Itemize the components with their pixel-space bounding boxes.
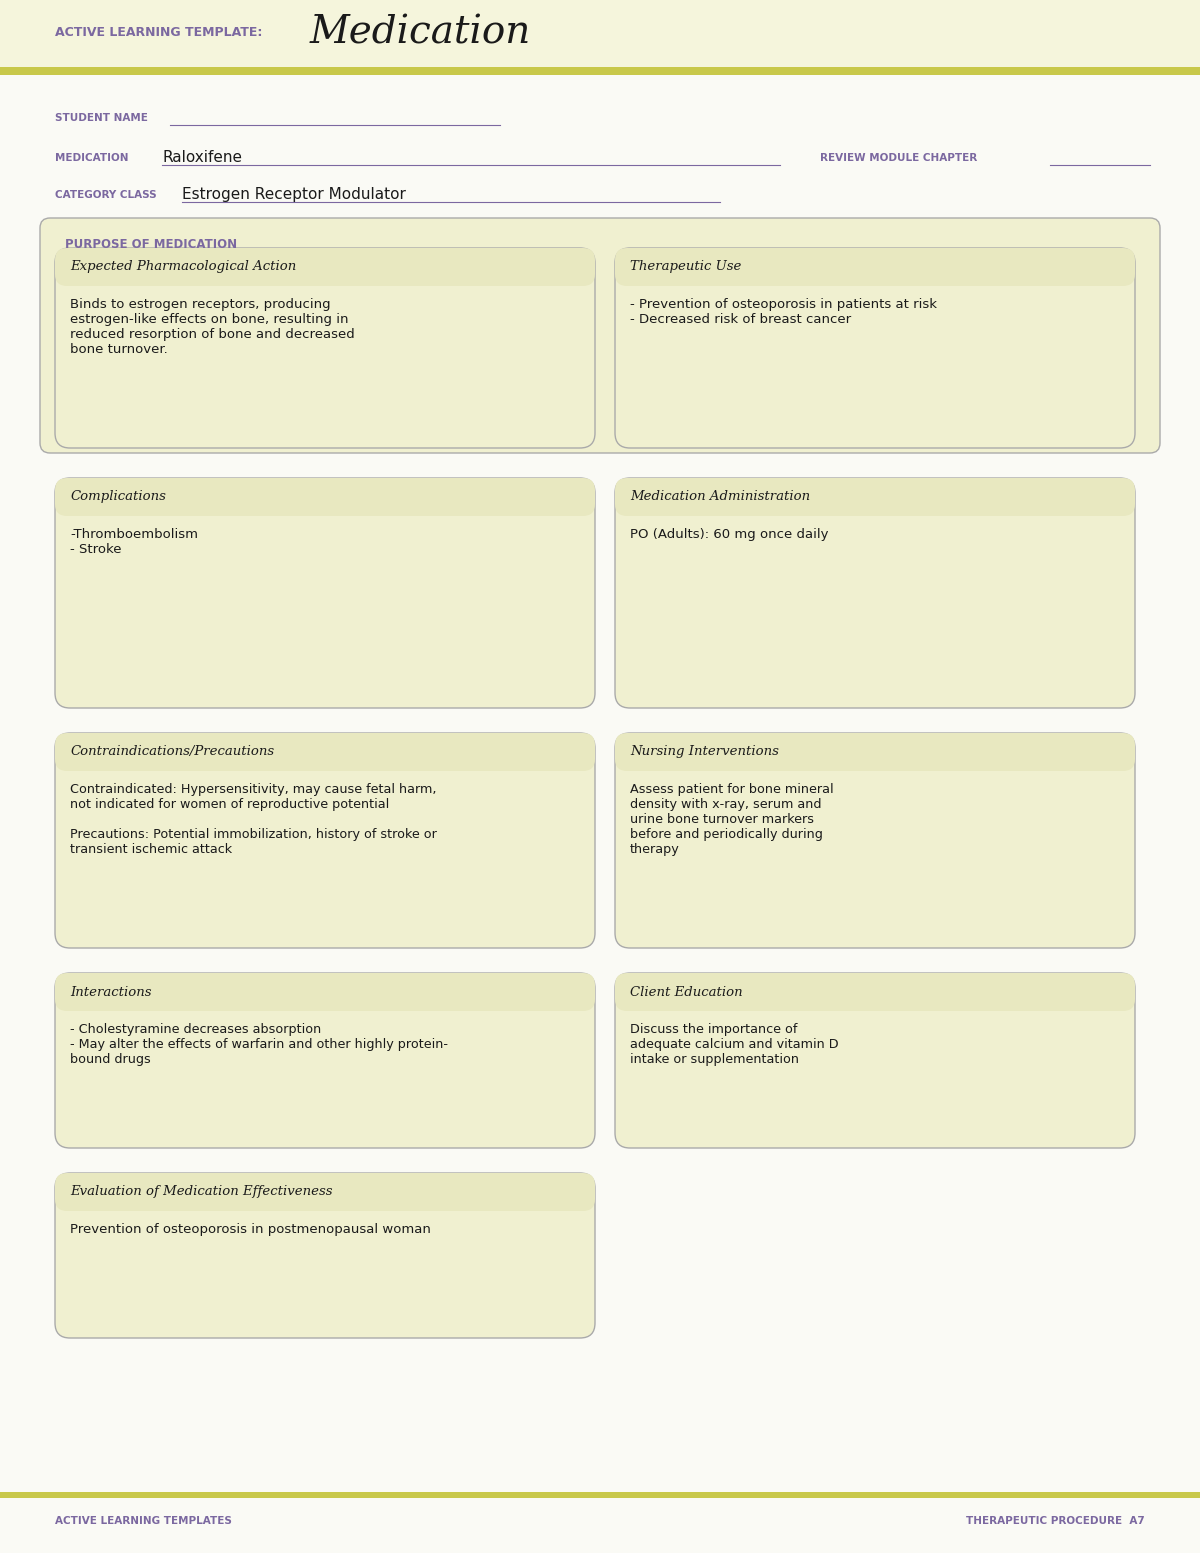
Text: Discuss the importance of
adequate calcium and vitamin D
intake or supplementati: Discuss the importance of adequate calci…	[630, 1023, 839, 1065]
FancyBboxPatch shape	[0, 0, 1200, 73]
FancyBboxPatch shape	[55, 1173, 595, 1211]
FancyBboxPatch shape	[55, 733, 595, 770]
FancyBboxPatch shape	[616, 248, 1135, 286]
FancyBboxPatch shape	[55, 248, 595, 286]
Text: Medication: Medication	[310, 14, 532, 51]
FancyBboxPatch shape	[0, 67, 1200, 75]
FancyBboxPatch shape	[616, 478, 1135, 516]
FancyBboxPatch shape	[0, 75, 1200, 1553]
Text: PURPOSE OF MEDICATION: PURPOSE OF MEDICATION	[65, 238, 238, 252]
Text: ACTIVE LEARNING TEMPLATE:: ACTIVE LEARNING TEMPLATE:	[55, 26, 263, 39]
Text: Complications: Complications	[70, 491, 166, 503]
FancyBboxPatch shape	[616, 248, 1135, 447]
Text: ACTIVE LEARNING TEMPLATES: ACTIVE LEARNING TEMPLATES	[55, 1516, 232, 1527]
Text: REVIEW MODULE CHAPTER: REVIEW MODULE CHAPTER	[820, 154, 977, 163]
FancyBboxPatch shape	[616, 478, 1135, 708]
FancyBboxPatch shape	[55, 1173, 595, 1339]
Text: Nursing Interventions: Nursing Interventions	[630, 745, 779, 758]
FancyBboxPatch shape	[40, 217, 1160, 453]
Text: -Thromboembolism
- Stroke: -Thromboembolism - Stroke	[70, 528, 198, 556]
FancyBboxPatch shape	[0, 1492, 1200, 1499]
Text: Evaluation of Medication Effectiveness: Evaluation of Medication Effectiveness	[70, 1185, 332, 1199]
FancyBboxPatch shape	[55, 974, 595, 1011]
Text: Prevention of osteoporosis in postmenopausal woman: Prevention of osteoporosis in postmenopa…	[70, 1224, 431, 1236]
FancyBboxPatch shape	[55, 248, 595, 447]
Text: Medication Administration: Medication Administration	[630, 491, 810, 503]
Text: Expected Pharmacological Action: Expected Pharmacological Action	[70, 261, 296, 273]
Text: Raloxifene: Raloxifene	[162, 151, 242, 166]
FancyBboxPatch shape	[55, 974, 595, 1148]
Text: - Cholestyramine decreases absorption
- May alter the effects of warfarin and ot: - Cholestyramine decreases absorption - …	[70, 1023, 448, 1065]
Text: STUDENT NAME: STUDENT NAME	[55, 113, 148, 123]
Text: Contraindicated: Hypersensitivity, may cause fetal harm,
not indicated for women: Contraindicated: Hypersensitivity, may c…	[70, 783, 437, 856]
FancyBboxPatch shape	[616, 974, 1135, 1011]
Text: Assess patient for bone mineral
density with x-ray, serum and
urine bone turnove: Assess patient for bone mineral density …	[630, 783, 834, 856]
Text: Contraindications/Precautions: Contraindications/Precautions	[70, 745, 274, 758]
FancyBboxPatch shape	[616, 974, 1135, 1148]
Text: Estrogen Receptor Modulator: Estrogen Receptor Modulator	[182, 188, 406, 202]
FancyBboxPatch shape	[55, 478, 595, 708]
Text: MEDICATION: MEDICATION	[55, 154, 128, 163]
FancyBboxPatch shape	[616, 733, 1135, 947]
Text: Therapeutic Use: Therapeutic Use	[630, 261, 742, 273]
Text: PO (Adults): 60 mg once daily: PO (Adults): 60 mg once daily	[630, 528, 828, 540]
FancyBboxPatch shape	[55, 478, 595, 516]
FancyBboxPatch shape	[616, 733, 1135, 770]
FancyBboxPatch shape	[55, 733, 595, 947]
Text: Interactions: Interactions	[70, 986, 151, 999]
Text: CATEGORY CLASS: CATEGORY CLASS	[55, 189, 157, 200]
Text: Binds to estrogen receptors, producing
estrogen-like effects on bone, resulting : Binds to estrogen receptors, producing e…	[70, 298, 355, 356]
Text: Client Education: Client Education	[630, 986, 743, 999]
Text: THERAPEUTIC PROCEDURE  A7: THERAPEUTIC PROCEDURE A7	[966, 1516, 1145, 1527]
Text: - Prevention of osteoporosis in patients at risk
- Decreased risk of breast canc: - Prevention of osteoporosis in patients…	[630, 298, 937, 326]
